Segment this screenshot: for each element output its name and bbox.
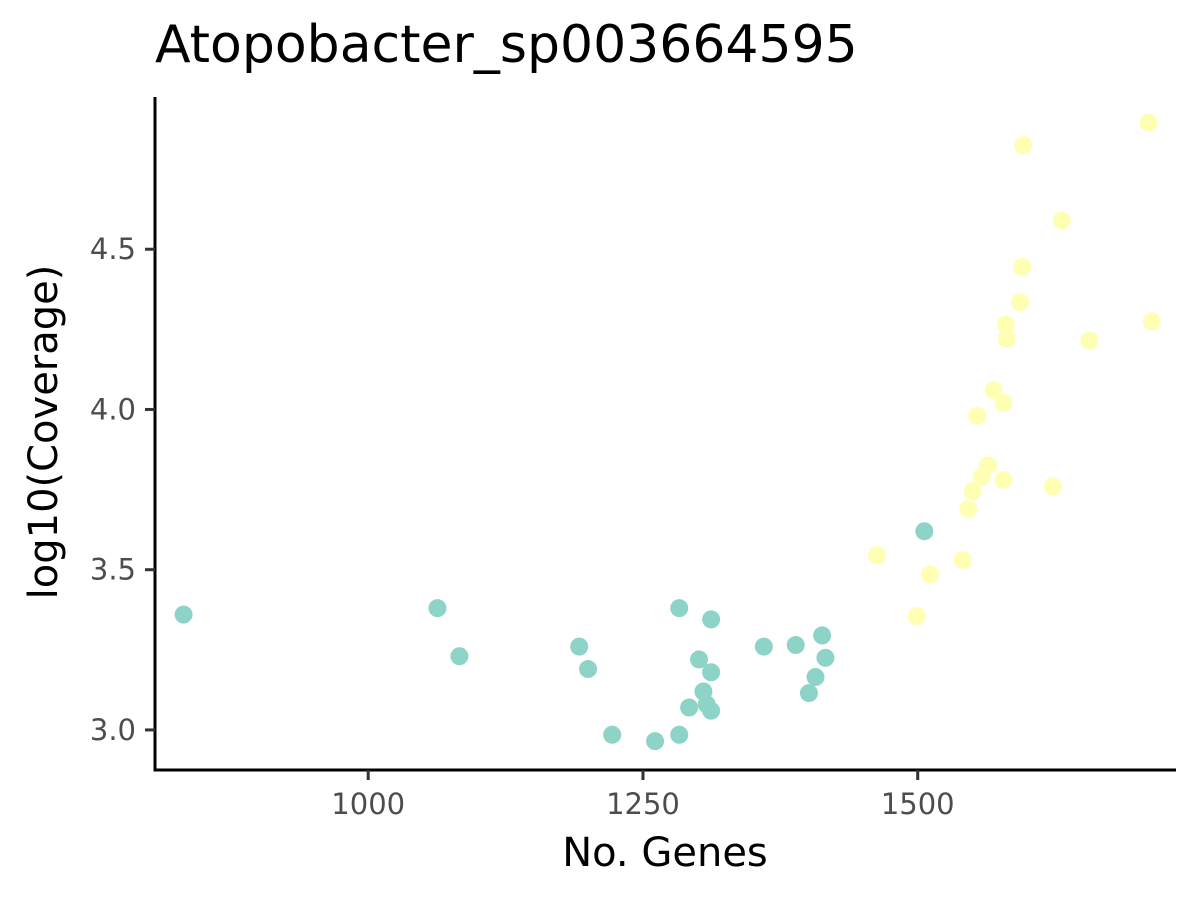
data-point <box>786 636 805 655</box>
data-point <box>702 701 721 720</box>
data-point <box>670 725 689 744</box>
data-point <box>813 626 832 645</box>
data-point <box>646 732 665 751</box>
data-point <box>907 607 926 626</box>
x-tick-label: 1250 <box>606 787 680 821</box>
y-tick-label: 3.5 <box>90 553 136 587</box>
data-point <box>799 684 818 703</box>
data-point <box>1080 331 1099 350</box>
data-point <box>702 663 721 682</box>
data-point <box>428 599 447 618</box>
chart-title: Atopobacter_sp003664595 <box>155 15 858 75</box>
data-point <box>915 522 934 541</box>
data-point <box>690 650 709 669</box>
data-point <box>979 456 998 475</box>
data-point <box>968 406 987 425</box>
data-point <box>963 482 982 501</box>
data-point <box>1013 257 1032 276</box>
data-point <box>984 381 1003 400</box>
data-point <box>680 698 699 717</box>
data-point <box>603 725 622 744</box>
data-point <box>1014 136 1033 155</box>
x-tick-label: 1000 <box>331 787 405 821</box>
data-point <box>579 660 598 679</box>
y-tick-label: 3.0 <box>90 713 136 747</box>
data-point <box>816 648 835 667</box>
plot-area <box>174 113 1161 751</box>
data-point <box>959 499 978 518</box>
data-point <box>702 610 721 629</box>
data-point <box>670 599 689 618</box>
y-axis-ticks: 3.0 3.5 4.0 4.5 <box>90 232 155 747</box>
y-tick-label: 4.5 <box>90 232 136 266</box>
data-point <box>953 551 972 570</box>
data-point <box>1142 312 1161 331</box>
y-axis-label: log10(Coverage) <box>21 265 67 600</box>
data-point <box>1052 211 1071 230</box>
x-axis-label: No. Genes <box>562 830 768 876</box>
y-tick-label: 4.0 <box>90 392 136 426</box>
data-point <box>1043 477 1062 496</box>
data-point <box>570 637 589 656</box>
data-point <box>754 637 773 656</box>
series-1 <box>174 522 934 751</box>
data-point <box>174 605 193 624</box>
data-point <box>994 394 1013 413</box>
data-point <box>806 668 825 687</box>
x-axis-ticks: 1000 1250 1500 <box>331 770 955 821</box>
data-point <box>997 329 1016 348</box>
x-tick-label: 1500 <box>881 787 955 821</box>
data-point <box>1139 113 1158 132</box>
data-point <box>1010 293 1029 312</box>
data-point <box>868 546 887 565</box>
series-2 <box>868 113 1161 626</box>
data-point <box>996 315 1015 334</box>
data-point <box>450 647 469 666</box>
data-point <box>920 565 939 584</box>
data-point <box>994 470 1013 489</box>
